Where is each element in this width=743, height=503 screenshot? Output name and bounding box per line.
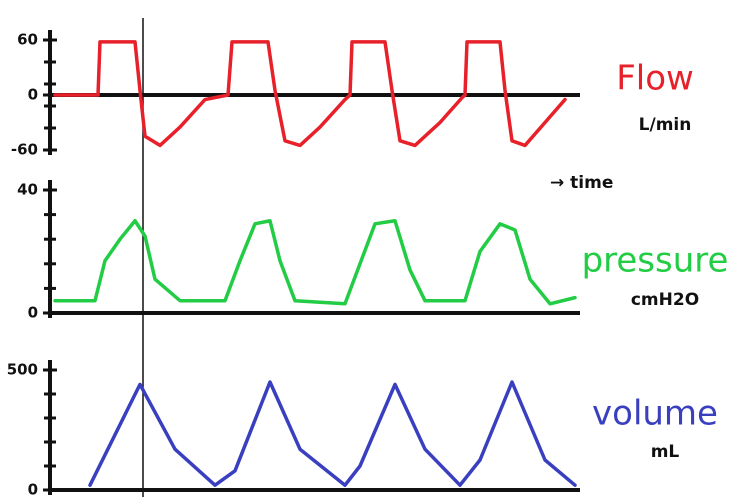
- chart-title: pressure: [582, 241, 729, 281]
- line-series: [53, 219, 577, 306]
- y-tick-label: 0: [28, 304, 38, 322]
- y-tick-label: 0: [28, 481, 38, 499]
- chart-subtitle: cmH2O: [631, 290, 699, 310]
- chart-subtitle: mL: [651, 442, 680, 462]
- chart-title: volume: [592, 394, 718, 434]
- annotation: → time: [550, 173, 613, 193]
- line-series: [88, 380, 577, 487]
- y-tick-label: 500: [7, 361, 38, 379]
- y-tick-label: 0: [28, 86, 38, 104]
- y-tick-label: 60: [17, 31, 38, 49]
- chart-title: Flow: [616, 59, 694, 99]
- y-tick-label: 40: [17, 181, 38, 199]
- line-series: [53, 40, 567, 148]
- y-tick-label: -60: [11, 141, 38, 159]
- chart-subtitle: L/min: [639, 115, 692, 135]
